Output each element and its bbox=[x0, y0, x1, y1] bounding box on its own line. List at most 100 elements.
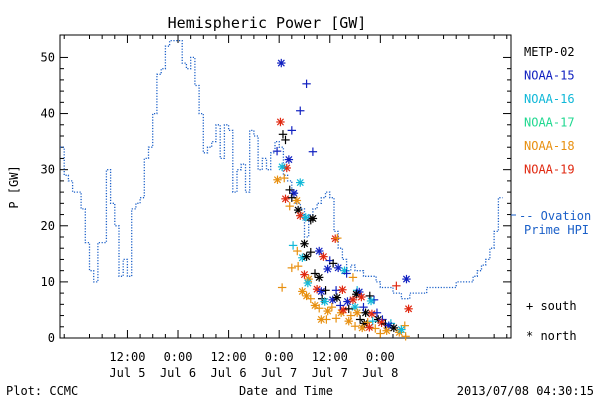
scatter-point bbox=[333, 233, 342, 243]
y-tick-label: 20 bbox=[41, 219, 55, 233]
scatter-point bbox=[300, 239, 309, 248]
x-tick-time: 0:00 bbox=[164, 350, 193, 364]
scatter-point bbox=[310, 269, 320, 278]
scatter-point bbox=[338, 285, 347, 294]
legend-ovation-line2: Prime HPI bbox=[524, 223, 589, 237]
scatter-point bbox=[350, 322, 360, 331]
y-tick-label: 30 bbox=[41, 163, 55, 177]
scatter-point bbox=[333, 263, 343, 273]
scatter-point bbox=[308, 147, 318, 156]
scatter-point bbox=[336, 301, 345, 310]
x-tick-time: 0:00 bbox=[366, 350, 395, 364]
legend-entry: NOAA-17 bbox=[524, 116, 575, 130]
scatter-point bbox=[371, 324, 380, 333]
x-tick-day: Jul 6 bbox=[160, 366, 196, 380]
scatter-point bbox=[287, 193, 297, 202]
x-tick-day: Jul 7 bbox=[312, 366, 348, 380]
legend-entry: NOAA-18 bbox=[524, 139, 575, 153]
scatter-point bbox=[344, 316, 353, 326]
scatter-point bbox=[284, 155, 294, 164]
scatter-point bbox=[352, 308, 362, 317]
scatter-point bbox=[323, 306, 332, 316]
scatter-point bbox=[377, 318, 386, 328]
legend-entry: METP-02 bbox=[524, 45, 575, 59]
legend-entry: NOAA-16 bbox=[524, 92, 575, 106]
scatter-point bbox=[382, 326, 391, 335]
scatter-point bbox=[301, 213, 310, 222]
scatter-point bbox=[287, 263, 297, 273]
scatter-point bbox=[332, 293, 342, 302]
scatter-point bbox=[281, 194, 290, 204]
scatter-point bbox=[277, 283, 287, 292]
x-tick-time: 0:00 bbox=[265, 350, 294, 364]
scatter-point bbox=[366, 296, 376, 306]
x-tick-time: 12:00 bbox=[211, 350, 247, 364]
scatter-point bbox=[292, 196, 302, 205]
satellite-scatter-points bbox=[272, 58, 413, 341]
x-tick-day: Jul 8 bbox=[362, 366, 398, 380]
scatter-point bbox=[389, 323, 399, 333]
scatter-point bbox=[401, 332, 410, 341]
scatter-point bbox=[306, 294, 315, 303]
scatter-point bbox=[306, 215, 315, 225]
y-tick-label: 0 bbox=[48, 331, 55, 345]
scatter-point bbox=[276, 117, 285, 127]
scatter-point bbox=[296, 178, 305, 187]
scatter-point bbox=[281, 135, 290, 145]
scatter-point bbox=[348, 295, 358, 305]
scatter-point bbox=[327, 302, 337, 312]
scatter-point bbox=[293, 261, 303, 271]
scatter-point bbox=[293, 246, 302, 256]
scatter-point bbox=[272, 146, 282, 156]
scatter-point bbox=[319, 252, 328, 261]
scatter-point bbox=[302, 79, 311, 89]
scatter-point bbox=[288, 241, 298, 250]
x-tick-day: Jul 5 bbox=[109, 366, 145, 380]
scatter-point bbox=[273, 175, 282, 184]
scatter-point bbox=[404, 304, 413, 314]
footer-plot-credit: Plot: CCMC bbox=[6, 384, 78, 398]
legend-ovation-line1: -- Ovation bbox=[519, 209, 591, 223]
scatter-point bbox=[397, 325, 406, 334]
scatter-point bbox=[321, 286, 330, 295]
x-tick-time: 12:00 bbox=[312, 350, 348, 364]
scatter-point bbox=[361, 308, 370, 317]
scatter-point bbox=[289, 189, 299, 198]
scatter-point bbox=[402, 274, 411, 284]
x-axis: 12:00 Jul 5 0:00 Jul 6 12:00 Jul 6 0:00 Jul 7 12… bbox=[63, 35, 508, 380]
scatter-point bbox=[310, 301, 320, 310]
scatter-point bbox=[280, 173, 289, 183]
scatter-point bbox=[296, 211, 305, 220]
marker-legend-entry: + south bbox=[526, 299, 577, 313]
footer-timestamp: 2013/07/08 04:30:15 bbox=[457, 384, 594, 398]
scatter-point bbox=[315, 246, 324, 256]
ovation-hpi-series-line bbox=[60, 39, 503, 300]
scatter-point bbox=[277, 58, 286, 68]
scatter-point bbox=[302, 252, 311, 261]
scatter-point bbox=[355, 315, 365, 324]
scatter-point bbox=[302, 291, 311, 301]
chart-title: Hemispheric Power [GW] bbox=[168, 14, 367, 32]
legend-entry: NOAA-19 bbox=[524, 163, 575, 177]
scatter-point bbox=[342, 269, 351, 278]
scatter-point bbox=[343, 297, 352, 306]
scatter-point bbox=[376, 329, 385, 338]
scatter-point bbox=[306, 247, 315, 257]
x-tick-day: Jul 7 bbox=[261, 366, 297, 380]
scatter-point bbox=[298, 287, 307, 296]
scatter-point bbox=[331, 314, 341, 323]
y-axis-label: P [GW] bbox=[7, 165, 21, 208]
scatter-point bbox=[359, 302, 368, 312]
y-tick-label: 10 bbox=[41, 275, 55, 289]
y-axis: 0 10 20 30 40 50 bbox=[41, 50, 511, 345]
scatter-point bbox=[285, 185, 294, 195]
scatter-point bbox=[372, 308, 382, 317]
scatter-point bbox=[308, 214, 318, 223]
scatter-point bbox=[357, 292, 366, 302]
scatter-point bbox=[368, 316, 377, 326]
marker-legend-entry: * north bbox=[526, 329, 577, 343]
legend-entry: NOAA-15 bbox=[524, 69, 575, 83]
legend: METP-02 NOAA-15 NOAA-16 NOAA-17 NOAA-18 NOAA-… bbox=[511, 45, 591, 343]
x-tick-day: Jul 6 bbox=[211, 366, 247, 380]
